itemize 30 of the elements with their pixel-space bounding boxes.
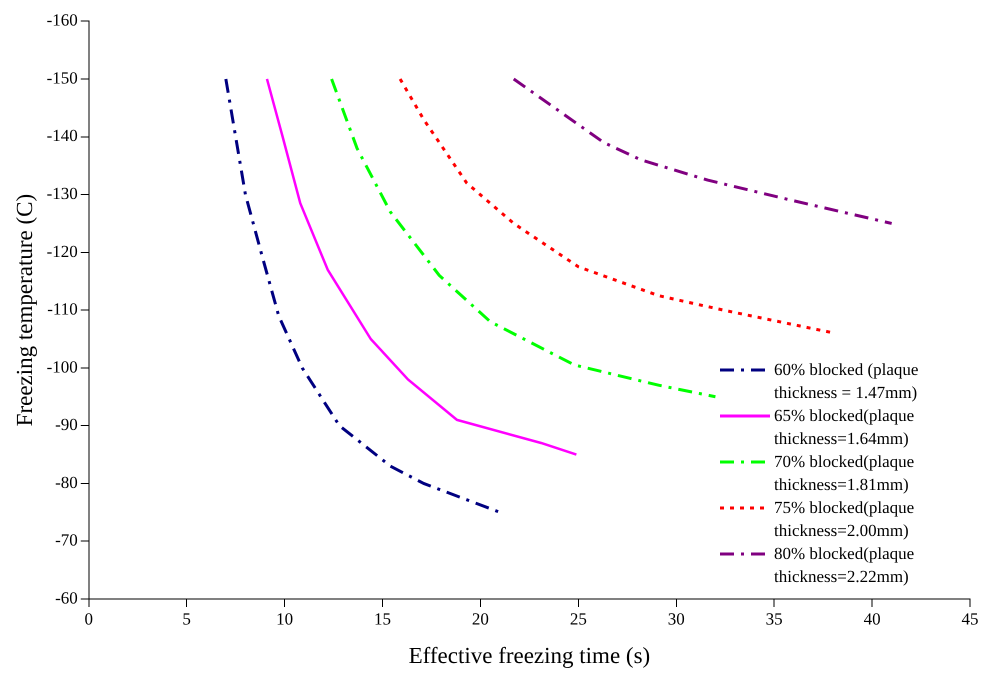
x-tick-label: 35 [766,610,783,629]
x-tick-label: 0 [84,610,94,629]
y-tick-label: -60 [55,588,78,608]
y-tick-label: -120 [46,242,78,261]
x-tick-label: 15 [374,610,392,629]
y-tick-label: -110 [47,300,78,319]
y-tick-label: -160 [46,10,78,30]
x-tick-label: 25 [570,610,587,629]
legend-label: 65% blocked(plaque thickness=1.64mm) [774,405,916,450]
line-series [512,77,894,225]
legend-label: 75% blocked(plaque thickness=2.00mm) [774,497,916,542]
legend-label: 60% blocked (plaque thickness = 1.47mm) [774,359,920,404]
line-series [330,77,717,398]
y-tick-label: -100 [46,357,78,376]
x-tick-label: 45 [962,610,978,629]
x-tick-label: 40 [864,610,881,629]
x-tick-label: 30 [668,610,685,629]
legend-label: 70% blocked(plaque thickness=1.81mm) [774,451,916,496]
y-tick-label: -70 [55,530,78,550]
y-axis-title: Freezing temperature (C) [12,194,37,426]
y-tick-label: -150 [46,68,78,88]
x-tick-label: 5 [182,610,191,629]
y-tick-label: -80 [55,472,78,492]
x-tick-label: 20 [472,610,489,629]
y-tick-label: -140 [46,126,78,146]
x-axis-title: Effective freezing time (s) [408,643,650,668]
y-tick-label: -90 [55,415,78,434]
legend-label: 80% blocked(plaque thickness=2.22mm) [774,543,916,588]
y-tick-label: -130 [46,184,78,204]
x-tick-label: 10 [276,610,294,629]
